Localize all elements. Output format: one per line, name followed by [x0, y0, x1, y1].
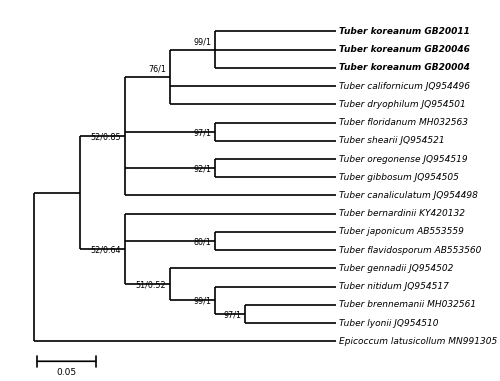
- Text: 0.05: 0.05: [56, 368, 76, 377]
- Text: Tuber shearii JQ954521: Tuber shearii JQ954521: [339, 136, 444, 145]
- Text: Tuber canaliculatum JQ954498: Tuber canaliculatum JQ954498: [339, 191, 477, 200]
- Text: Tuber gibbosum JQ954505: Tuber gibbosum JQ954505: [339, 173, 458, 182]
- Text: 80/1: 80/1: [194, 237, 212, 247]
- Text: 76/1: 76/1: [148, 64, 166, 74]
- Text: Tuber dryophilum JQ954501: Tuber dryophilum JQ954501: [339, 100, 466, 109]
- Text: 99/1: 99/1: [194, 37, 212, 46]
- Text: Tuber flavidosporum AB553560: Tuber flavidosporum AB553560: [339, 246, 481, 255]
- Text: Tuber bernardinii KY420132: Tuber bernardinii KY420132: [339, 209, 465, 218]
- Text: Tuber brennemanii MH032561: Tuber brennemanii MH032561: [339, 300, 476, 309]
- Text: Tuber gennadii JQ954502: Tuber gennadii JQ954502: [339, 264, 453, 273]
- Text: 97/1: 97/1: [194, 128, 212, 137]
- Text: Tuber nitidum JQ954517: Tuber nitidum JQ954517: [339, 282, 448, 291]
- Text: 99/1: 99/1: [194, 297, 212, 306]
- Text: 97/1: 97/1: [224, 311, 242, 319]
- Text: Tuber californicum JQ954496: Tuber californicum JQ954496: [339, 82, 470, 91]
- Text: Tuber koreanum GB20046: Tuber koreanum GB20046: [339, 45, 469, 54]
- Text: 52/0.64: 52/0.64: [90, 245, 121, 255]
- Text: Epicoccum latusicollum MN991305: Epicoccum latusicollum MN991305: [339, 337, 497, 346]
- Text: Tuber japonicum AB553559: Tuber japonicum AB553559: [339, 227, 464, 237]
- Text: Tuber oregonense JQ954519: Tuber oregonense JQ954519: [339, 155, 468, 163]
- Text: Tuber koreanum GB20011: Tuber koreanum GB20011: [339, 27, 469, 36]
- Text: 52/0.85: 52/0.85: [90, 133, 121, 142]
- Text: Tuber floridanum MH032563: Tuber floridanum MH032563: [339, 118, 468, 127]
- Text: Tuber koreanum GB20004: Tuber koreanum GB20004: [339, 64, 469, 72]
- Text: 51/0.52: 51/0.52: [136, 281, 166, 290]
- Text: Tuber lyonii JQ954510: Tuber lyonii JQ954510: [339, 319, 438, 328]
- Text: 92/1: 92/1: [194, 165, 212, 174]
